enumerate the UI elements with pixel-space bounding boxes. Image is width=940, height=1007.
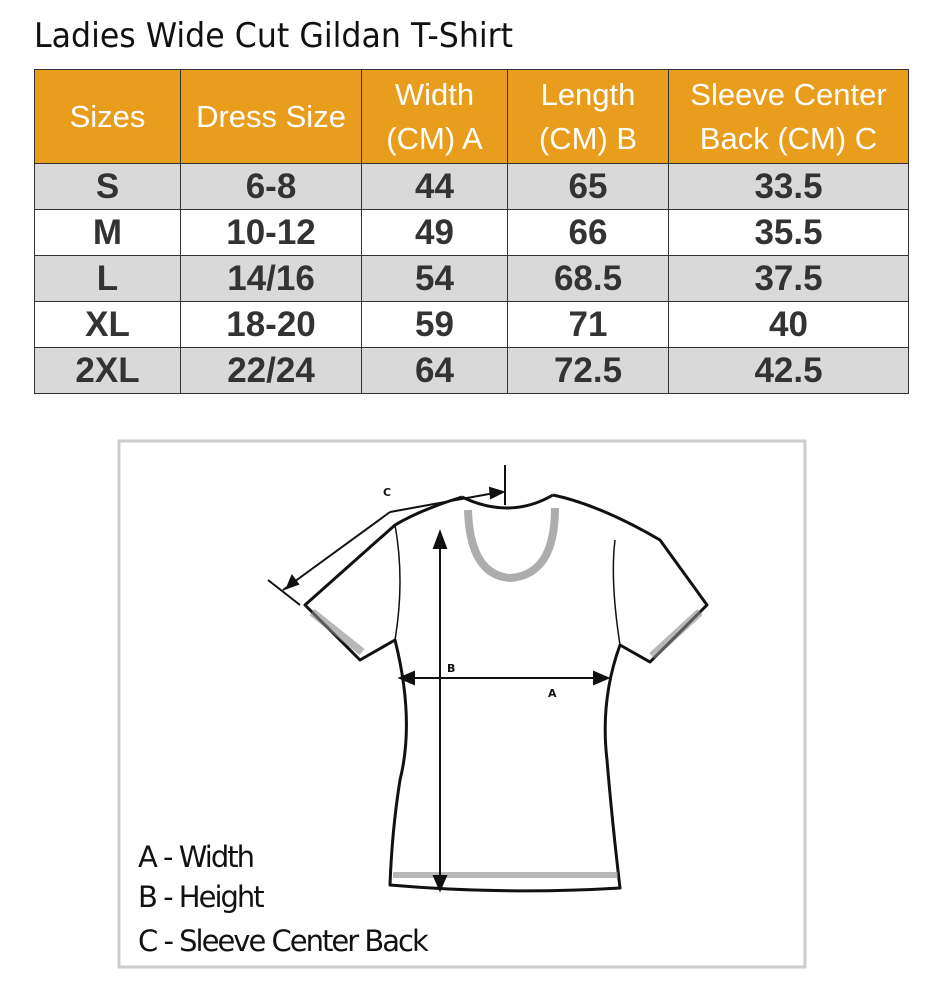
legend-width: A - Width bbox=[138, 840, 255, 874]
header-text: Dress Size bbox=[196, 98, 346, 134]
marker-b: B bbox=[447, 662, 455, 675]
table-header-row: Sizes Dress Size Width (CM) A Length (CM) … bbox=[34, 69, 909, 164]
table-cell: 2XL bbox=[34, 347, 181, 394]
table-cell: 59 bbox=[361, 301, 508, 348]
table-cell: 72.5 bbox=[507, 347, 669, 394]
arrowhead bbox=[432, 529, 448, 549]
table-cell: 10-12 bbox=[180, 209, 362, 256]
table-cell: 22/24 bbox=[180, 347, 362, 394]
size-chart-table: Sizes Dress Size Width (CM) A Length (CM) … bbox=[34, 69, 909, 394]
diagram-frame bbox=[117, 439, 807, 969]
arrow-c bbox=[282, 511, 391, 591]
arrow-c bbox=[389, 491, 501, 513]
header-text: Sleeve Center bbox=[690, 76, 887, 112]
table-row: 2XL 22/24 64 72.5 42.5 bbox=[34, 347, 909, 394]
header-text: (CM) B bbox=[538, 120, 638, 156]
table-cell: 18-20 bbox=[180, 301, 362, 348]
header-text: Length bbox=[540, 76, 636, 112]
table-cell: 65 bbox=[507, 163, 669, 210]
header-text: Sizes bbox=[69, 98, 146, 134]
header-length: Length (CM) B bbox=[507, 69, 669, 164]
tick-line bbox=[267, 579, 301, 606]
table-cell: 33.5 bbox=[668, 163, 909, 210]
table-row: L 14/16 54 68.5 37.5 bbox=[34, 255, 909, 302]
table-row: S 6-8 44 65 33.5 bbox=[34, 163, 909, 210]
table-cell: 68.5 bbox=[507, 255, 669, 302]
table-cell: 37.5 bbox=[668, 255, 909, 302]
arrowhead bbox=[432, 875, 448, 893]
table-cell: 44 bbox=[361, 163, 508, 210]
table-row: M 10-12 49 66 35.5 bbox=[34, 209, 909, 256]
arrowhead bbox=[285, 574, 300, 590]
marker-c: C bbox=[383, 486, 391, 499]
arrowhead bbox=[488, 486, 506, 500]
header-sizes: Sizes bbox=[34, 69, 181, 164]
table-cell: M bbox=[34, 209, 181, 256]
marker-a: A bbox=[548, 687, 557, 700]
table-cell: XL bbox=[34, 301, 181, 348]
table-cell: 35.5 bbox=[668, 209, 909, 256]
header-text: Back (CM) C bbox=[699, 120, 878, 156]
table-cell: 14/16 bbox=[180, 255, 362, 302]
legend-sleeve: C - Sleeve Center Back bbox=[138, 924, 429, 958]
table-cell: 71 bbox=[507, 301, 669, 348]
legend-height: B - Height bbox=[138, 880, 265, 914]
table-row: XL 18-20 59 71 40 bbox=[34, 301, 909, 348]
measurement-arrows bbox=[267, 465, 611, 893]
page-title: Ladies Wide Cut Gildan T-Shirt bbox=[34, 16, 514, 56]
header-text: (CM) A bbox=[386, 120, 483, 156]
table-cell: 40 bbox=[668, 301, 909, 348]
table-cell: 64 bbox=[361, 347, 508, 394]
header-sleeve: Sleeve Center Back (CM) C bbox=[668, 69, 909, 164]
header-text: Width bbox=[394, 76, 475, 112]
table-cell: S bbox=[34, 163, 181, 210]
tshirt-outline bbox=[303, 493, 709, 893]
arrowhead bbox=[397, 670, 415, 686]
table-cell: 42.5 bbox=[668, 347, 909, 394]
table-cell: 54 bbox=[361, 255, 508, 302]
table-cell: 6-8 bbox=[180, 163, 362, 210]
header-width: Width (CM) A bbox=[361, 69, 508, 164]
arrowhead bbox=[593, 670, 611, 686]
header-dress-size: Dress Size bbox=[180, 69, 362, 164]
table-cell: L bbox=[34, 255, 181, 302]
